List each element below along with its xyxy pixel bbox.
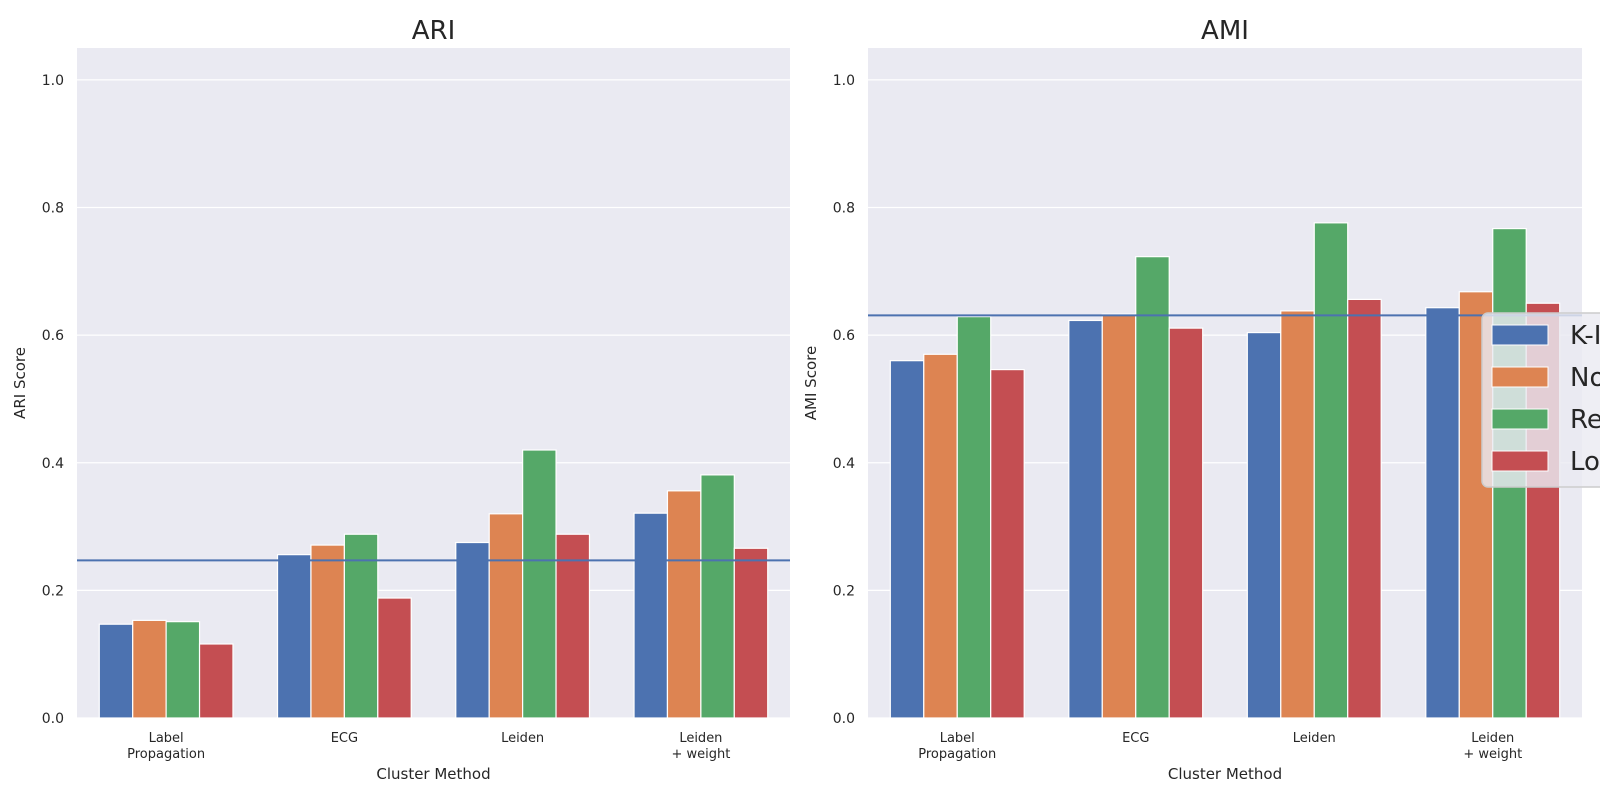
y-tick-label: 1.0 [42,73,64,89]
y-axis-label: AMI Score [802,346,820,420]
bar [633,512,669,719]
legend-swatch [1491,366,1549,388]
legend-label: Lo [1570,447,1600,477]
bar [1425,307,1460,719]
legend-box [1481,312,1600,488]
x-tick-label: Leiden + weight [671,731,730,762]
legend-swatch [1491,324,1549,346]
x-tick-label: Leiden + weight [1463,731,1522,762]
x-tick-label: ECG [1122,731,1149,746]
legend-label: No [1570,363,1600,393]
bar [1135,256,1170,719]
y-tick-label: 0.8 [42,201,64,217]
y-tick-label: 0.0 [833,711,855,727]
y-tick-label: 0.2 [42,583,64,599]
bar [1168,327,1204,719]
bar [198,643,234,719]
chart-title: AMI [1201,16,1249,46]
bar [132,619,167,719]
bar [1246,331,1282,719]
bar [1313,222,1349,719]
bar [165,621,201,719]
bar [990,369,1025,719]
bar [733,547,769,719]
x-axis-label: Cluster Method [1168,765,1282,783]
y-tick-label: 0.6 [42,328,64,344]
y-tick-label: 0.0 [42,711,64,727]
bar [956,316,992,719]
bar [276,554,312,719]
x-tick-label: Leiden [1293,731,1336,746]
bar [377,597,412,719]
legend: K-I No Re Lo [1481,312,1600,488]
bar [555,533,591,719]
y-tick-label: 0.6 [833,328,855,344]
y-tick-label: 0.8 [833,201,855,217]
y-tick-label: 0.4 [42,456,64,472]
bar [1347,298,1382,719]
bar [666,490,702,719]
y-axis-label: ARI Score [11,347,29,419]
x-tick-label: Leiden [501,731,544,746]
y-tick-label: 0.4 [833,456,855,472]
x-axis-label: Cluster Method [376,765,490,783]
bar [923,353,958,719]
bar [889,360,925,719]
y-tick-label: 1.0 [833,73,855,89]
legend-swatch [1491,450,1549,472]
bar [1101,313,1137,719]
bar [310,544,345,719]
x-tick-label: Label Propagation [127,731,205,762]
x-tick-label: ECG [331,731,358,746]
bar [343,533,379,719]
y-tick-label: 0.2 [833,583,855,599]
bar [1068,319,1103,719]
x-tick-label: Label Propagation [918,731,996,762]
bar [1280,310,1315,719]
legend-label: Re [1570,405,1600,435]
bar [700,474,735,719]
bar [522,449,557,719]
legend-swatch [1491,408,1549,430]
ami-chart: 0.0 0.2 0.4 0.6 0.8 1.0 Label Propagation ECG Lei… [802,16,1582,783]
legend-label: K-I [1570,321,1600,351]
ari-chart: 0.0 0.2 0.4 0.6 0.8 1.0 Label Propagation ECG Lei… [11,16,790,783]
bar [455,541,490,719]
bar [488,513,524,719]
bar [98,623,134,719]
chart-title: ARI [412,16,456,46]
